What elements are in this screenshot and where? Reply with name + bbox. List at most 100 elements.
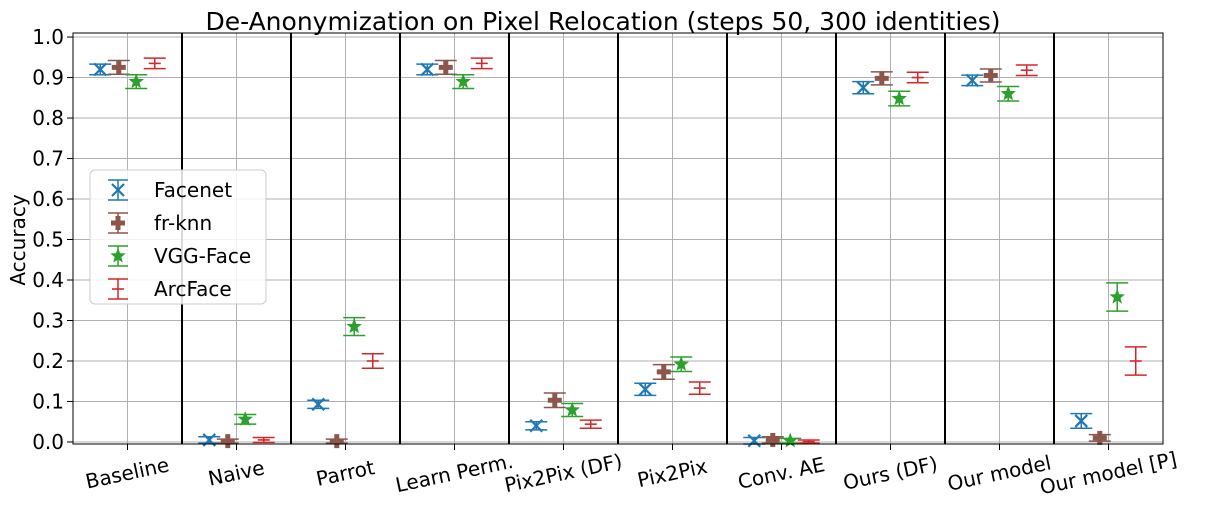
x-tick-label: Parrot bbox=[314, 455, 377, 491]
marker-vgg-face bbox=[455, 73, 471, 89]
y-tick-label: 0.3 bbox=[32, 308, 64, 332]
x-tick-label: Our model bbox=[945, 450, 1053, 495]
legend-marker-fr-knn bbox=[111, 216, 125, 230]
marker-facenet bbox=[638, 382, 653, 397]
marker-fr-knn bbox=[220, 434, 235, 449]
marker-vgg-face bbox=[346, 318, 362, 334]
marker-vgg-face bbox=[1000, 85, 1016, 101]
data-point-arcface bbox=[470, 57, 493, 70]
legend: Facenet fr-knn VGG-Face ArcFace bbox=[89, 169, 267, 305]
data-point-facenet bbox=[1070, 412, 1093, 429]
data-point-fr-knn bbox=[543, 392, 566, 409]
legend-marker-facenet bbox=[111, 183, 125, 197]
marker-facenet bbox=[420, 62, 435, 77]
plot-frame bbox=[72, 32, 1164, 445]
marker-fr-knn bbox=[983, 68, 998, 83]
legend-label-facenet: Facenet bbox=[154, 178, 232, 202]
marker-fr-knn bbox=[765, 432, 780, 447]
marker-vgg-face bbox=[128, 73, 144, 89]
data-point-fr-knn bbox=[870, 71, 893, 86]
marker-fr-knn bbox=[111, 60, 126, 75]
marker-vgg-face bbox=[782, 432, 798, 448]
data-point-arcface bbox=[252, 436, 275, 444]
data-point-fr-knn bbox=[325, 434, 348, 449]
marker-fr-knn bbox=[874, 71, 889, 86]
data-points bbox=[89, 57, 1147, 449]
legend-item-arcface: ArcFace bbox=[108, 277, 232, 301]
data-point-fr-knn bbox=[979, 68, 1002, 83]
x-tick-label: Pix2Pix bbox=[635, 454, 709, 492]
data-point-vgg-face bbox=[125, 73, 148, 90]
marker-vgg-face bbox=[237, 411, 253, 426]
legend-label-arcface: ArcFace bbox=[154, 277, 232, 301]
data-point-facenet bbox=[416, 62, 439, 77]
y-tick-label: 0.9 bbox=[32, 66, 64, 90]
y-tick-label: 0.0 bbox=[32, 430, 64, 454]
marker-fr-knn bbox=[547, 393, 562, 408]
legend-marker-vgg-face bbox=[110, 247, 126, 263]
marker-fr-knn bbox=[656, 364, 671, 379]
legend-label-vgg-face: VGG-Face bbox=[154, 244, 251, 268]
data-point-vgg-face bbox=[997, 85, 1020, 102]
data-point-arcface bbox=[361, 352, 384, 370]
marker-vgg-face bbox=[891, 90, 907, 106]
data-point-facenet bbox=[89, 62, 112, 77]
y-axis-label: Accuracy bbox=[6, 194, 30, 285]
x-tick-label: Naive bbox=[206, 455, 267, 490]
data-point-arcface bbox=[1124, 346, 1147, 376]
data-point-arcface bbox=[797, 439, 820, 444]
data-point-facenet bbox=[307, 397, 330, 412]
y-tick-label: 1.0 bbox=[32, 25, 64, 49]
legend-box bbox=[89, 169, 267, 305]
data-point-facenet bbox=[852, 80, 875, 95]
data-point-fr-knn bbox=[216, 434, 239, 449]
data-point-vgg-face bbox=[561, 401, 584, 418]
y-tick-label: 0.6 bbox=[32, 187, 64, 211]
data-point-fr-knn bbox=[434, 59, 457, 76]
x-tick-label: Pix2Pix (DF) bbox=[502, 449, 624, 497]
group-separators bbox=[181, 33, 1055, 444]
marker-facenet bbox=[747, 433, 762, 448]
data-point-facenet bbox=[634, 382, 657, 397]
marker-facenet bbox=[856, 80, 871, 95]
data-point-fr-knn bbox=[761, 432, 784, 447]
marker-facenet bbox=[1074, 414, 1089, 428]
marker-vgg-face bbox=[564, 401, 580, 417]
data-point-fr-knn bbox=[652, 363, 675, 380]
y-tick-label: 0.1 bbox=[32, 389, 64, 413]
marker-fr-knn bbox=[1092, 430, 1107, 445]
chart-title: De-Anonymization on Pixel Relocation (st… bbox=[205, 7, 1000, 36]
legend-item-vgg-face: VGG-Face bbox=[108, 244, 251, 268]
data-point-vgg-face bbox=[234, 411, 257, 426]
x-tick-label: Ours (DF) bbox=[841, 451, 940, 494]
data-point-vgg-face bbox=[452, 73, 475, 90]
data-point-facenet bbox=[743, 433, 766, 448]
legend-label-fr-knn: fr-knn bbox=[154, 211, 212, 235]
marker-vgg-face bbox=[1109, 288, 1125, 304]
data-point-arcface bbox=[688, 381, 711, 395]
marker-facenet bbox=[311, 397, 326, 412]
marker-facenet bbox=[93, 62, 108, 77]
marker-facenet bbox=[529, 419, 544, 433]
data-point-vgg-face bbox=[888, 90, 911, 107]
data-point-arcface bbox=[906, 71, 929, 84]
data-point-fr-knn bbox=[107, 59, 130, 76]
legend-item-fr-knn: fr-knn bbox=[108, 211, 212, 235]
data-point-facenet bbox=[525, 419, 548, 433]
x-tick-label: Baseline bbox=[83, 452, 171, 493]
y-tick-label: 0.4 bbox=[32, 268, 64, 292]
y-tick-label: 0.7 bbox=[32, 147, 64, 171]
legend-item-facenet: Facenet bbox=[108, 178, 232, 202]
y-tick-label: 0.8 bbox=[32, 106, 64, 130]
data-point-vgg-face bbox=[670, 356, 693, 373]
data-point-fr-knn bbox=[1088, 430, 1111, 445]
marker-facenet bbox=[965, 73, 980, 88]
data-point-facenet bbox=[961, 73, 984, 88]
data-point-arcface bbox=[579, 419, 602, 429]
data-point-arcface bbox=[143, 57, 166, 70]
data-point-arcface bbox=[1015, 64, 1038, 77]
x-tick-label: Our model [P] bbox=[1038, 447, 1179, 499]
marker-fr-knn bbox=[329, 434, 344, 449]
